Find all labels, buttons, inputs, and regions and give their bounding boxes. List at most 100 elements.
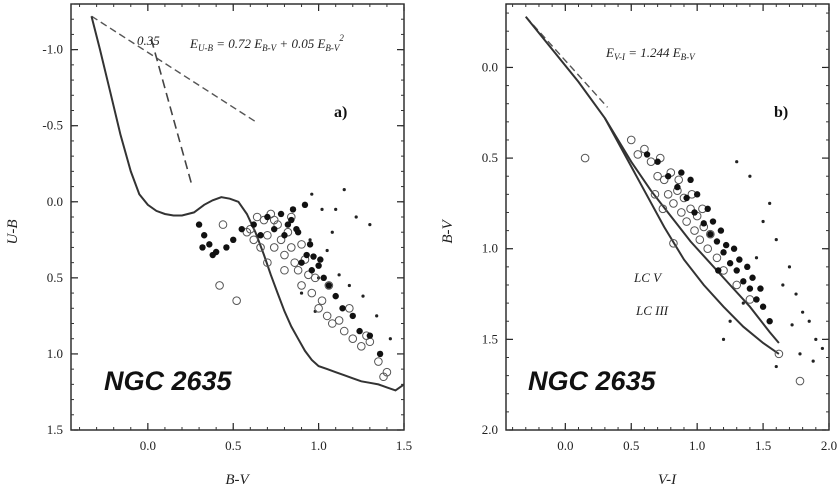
star-point-open	[677, 208, 686, 217]
panel-a-label: a)	[334, 104, 347, 121]
star-point-open	[307, 288, 317, 298]
panel-b-cmd-plot: 0.0 0.5 1.0 1.5 2.0 0.0 0.5 1.0 1.5 2.0 b) EV-I =…	[440, 3, 837, 488]
star-point-open	[706, 229, 715, 239]
star-point-open	[732, 280, 742, 290]
star-point-filled	[693, 191, 701, 198]
star-point-open	[712, 253, 722, 263]
star-point-open	[256, 243, 265, 252]
star-point-faint	[342, 188, 346, 192]
star-point-filled	[683, 194, 690, 202]
star-point-filled	[209, 251, 216, 259]
y-tick-label: 1.0	[482, 241, 498, 256]
star-point-filled	[749, 274, 756, 281]
star-point-filled	[201, 232, 208, 239]
star-point-filled	[317, 256, 324, 263]
star-point-faint	[787, 265, 792, 269]
star-point-open	[686, 204, 695, 214]
star-point-filled	[715, 267, 722, 274]
star-point-filled	[298, 259, 305, 266]
y-tick-label: 0.0	[47, 194, 63, 209]
star-point-open	[348, 334, 358, 344]
star-point-faint	[308, 238, 312, 242]
star-point-faint	[774, 238, 778, 242]
panel-a-cmd-plot: 0.0 0.5 1.0 1.5 -1.0 -0.5 0.0 0.5 1.0 1.5 a) 0.35…	[5, 3, 412, 488]
star-point-filled	[301, 201, 309, 209]
y-tick-label: 1.0	[47, 346, 63, 361]
star-point-faint	[798, 352, 802, 356]
star-point-open	[357, 342, 366, 351]
star-point-filled	[310, 253, 317, 260]
x-tick-label: 1.5	[396, 438, 412, 453]
star-point-open	[659, 175, 669, 185]
reddening-vector-line	[91, 15, 258, 124]
panel-a-cluster-title: NGC 2635	[104, 366, 233, 396]
star-point-open	[795, 376, 805, 386]
star-point-faint	[754, 256, 759, 260]
intrinsic-colour-curve	[90, 15, 405, 392]
star-point-filled	[766, 318, 773, 325]
star-point-open	[695, 235, 705, 244]
panel-a-points	[195, 188, 392, 382]
star-point-filled	[206, 241, 213, 248]
star-point-open	[218, 220, 228, 229]
panel-a-y-axis-label: U-B	[5, 220, 21, 245]
star-point-filled	[707, 231, 714, 238]
y-tick-label: -0.5	[42, 118, 63, 133]
star-point-filled	[376, 350, 384, 358]
star-point-filled	[325, 282, 333, 289]
panel-a-x-axis-label: B-V	[225, 472, 250, 488]
star-point-filled	[691, 209, 698, 216]
panel-a-lines	[90, 15, 405, 392]
star-point-filled	[730, 245, 738, 252]
star-point-filled	[654, 158, 661, 165]
panel-b-lc-v-label: LC V	[633, 270, 663, 285]
star-point-filled	[717, 227, 725, 234]
star-point-faint	[790, 323, 794, 327]
star-point-open	[633, 150, 643, 159]
star-point-faint	[330, 230, 334, 234]
star-point-open	[280, 250, 289, 260]
x-tick-label: 1.0	[310, 438, 326, 453]
panel-a-ticks: 0.0 0.5 1.0 1.5 -1.0 -0.5 0.0 0.5 1.0 1.5	[42, 3, 412, 453]
star-point-filled	[238, 225, 245, 233]
panel-b-x-axis-label: V-I	[658, 472, 677, 488]
star-point-filled	[722, 241, 730, 249]
star-point-faint	[299, 291, 304, 295]
star-point-filled	[349, 312, 356, 320]
star-point-faint	[811, 359, 815, 363]
y-tick-label: 0.5	[47, 270, 63, 285]
star-point-filled	[271, 225, 278, 233]
star-point-filled	[250, 221, 257, 228]
intrinsic-colour-curve-lc-v	[525, 16, 780, 344]
x-tick-label: 0.0	[140, 438, 156, 453]
star-point-faint	[721, 337, 726, 341]
panel-b-y-axis-label: B-V	[440, 219, 456, 244]
y-tick-label: 0.0	[482, 59, 498, 74]
star-point-faint	[781, 283, 785, 287]
x-tick-label: 1.5	[755, 438, 771, 453]
star-point-open	[653, 171, 662, 181]
panel-b-lines	[525, 16, 780, 355]
star-point-open	[324, 281, 334, 290]
star-point-filled	[339, 305, 346, 312]
star-point-filled	[199, 244, 206, 251]
star-point-filled	[726, 260, 734, 267]
star-point-open	[626, 135, 636, 145]
star-point-open	[242, 227, 252, 237]
star-point-open	[774, 349, 784, 359]
star-point-filled	[757, 285, 764, 292]
star-point-faint	[354, 215, 358, 219]
panel-b-cluster-title: NGC 2635	[528, 366, 657, 396]
panel-b-lc-iii-label: LC III	[635, 303, 669, 318]
star-point-filled	[223, 244, 230, 251]
star-point-open	[297, 240, 306, 249]
x-tick-label: 0.5	[623, 438, 639, 453]
star-point-open	[646, 157, 656, 167]
star-point-open	[232, 296, 241, 305]
star-point-filled	[759, 303, 767, 310]
star-point-filled	[288, 216, 295, 224]
star-point-faint	[728, 319, 732, 323]
star-point-faint	[375, 314, 379, 318]
star-point-open	[669, 238, 678, 248]
